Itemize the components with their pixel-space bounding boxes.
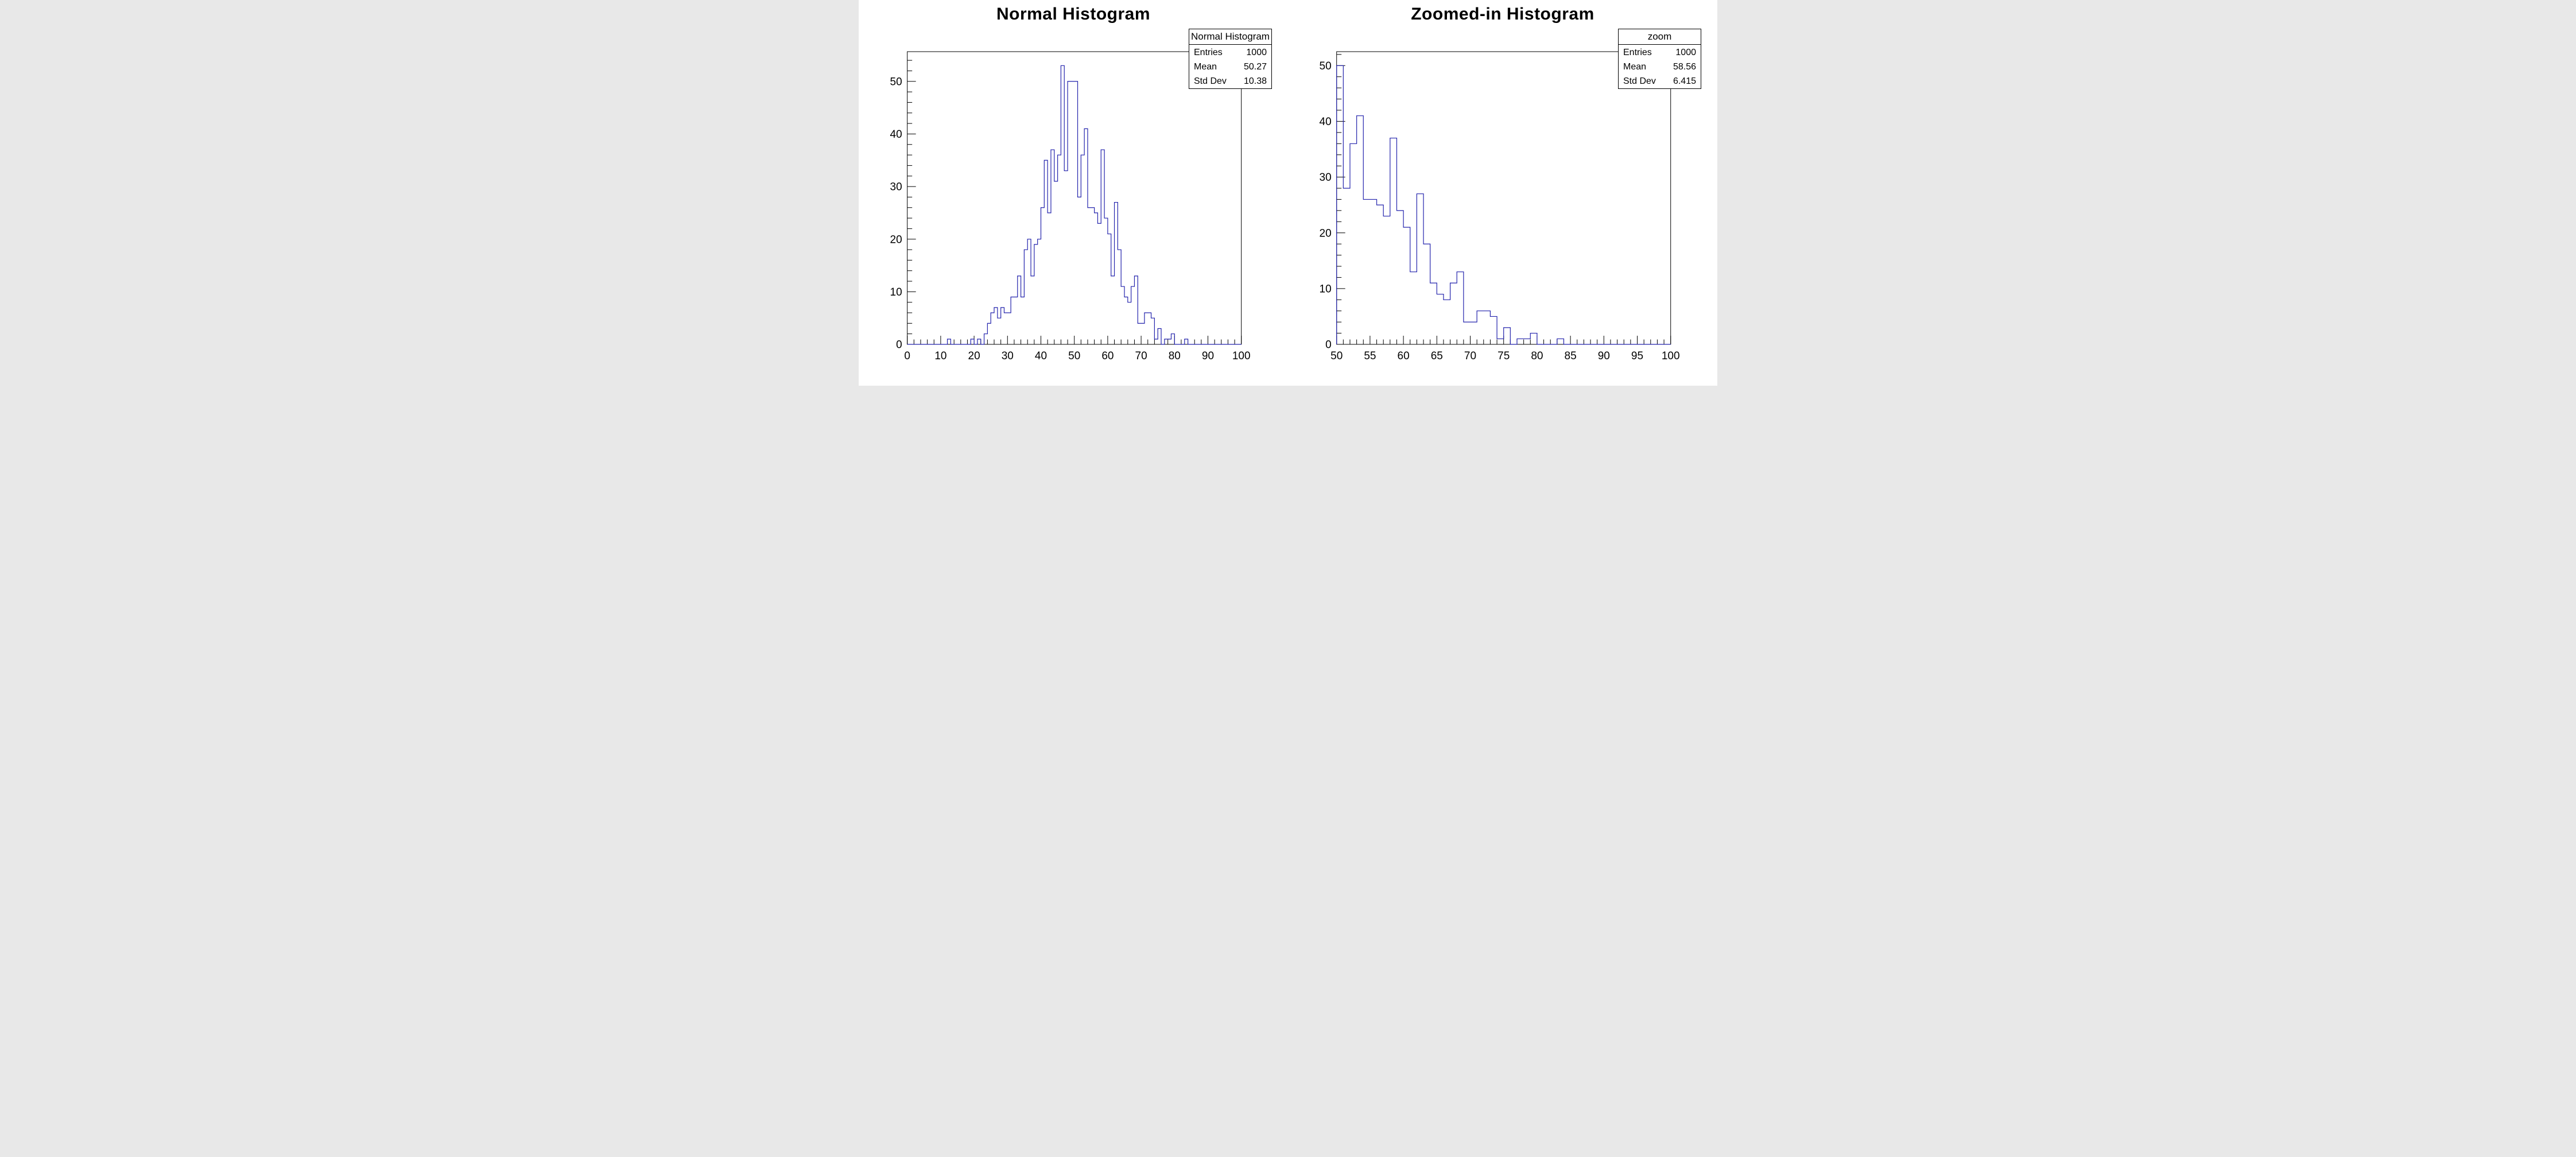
pad-normal-histogram: Normal Histogram 0 10 20 30 40 50 60 70 80 90 100 0… bbox=[859, 0, 1288, 386]
chart-title-zoomed: Zoomed-in Histogram bbox=[1411, 5, 1595, 24]
y-tick-label: 10 bbox=[1320, 284, 1332, 296]
stats-label: Std Dev bbox=[1194, 76, 1227, 86]
x-tick-label: 90 bbox=[1202, 350, 1214, 362]
x-tick-label: 100 bbox=[1662, 350, 1680, 362]
x-tick-label: 10 bbox=[934, 350, 946, 362]
axis-tick-labels: 50 55 60 65 70 75 80 85 90 95 100 0 10 20 30 40 50 bbox=[1320, 60, 1680, 362]
y-tick-label: 30 bbox=[890, 181, 902, 193]
y-tick-label: 20 bbox=[1320, 227, 1332, 239]
stats-value: 1000 bbox=[1246, 47, 1267, 57]
x-tick-label: 0 bbox=[904, 350, 910, 362]
plot-frame bbox=[907, 51, 1242, 345]
stats-row-entries: Entries 1000 bbox=[1619, 46, 1701, 60]
x-tick-label: 55 bbox=[1364, 350, 1376, 362]
stats-label: Entries bbox=[1623, 47, 1652, 57]
x-tick-label: 70 bbox=[1135, 350, 1147, 362]
histogram-line bbox=[1336, 65, 1671, 345]
x-tick-label: 80 bbox=[1169, 350, 1181, 362]
plot-area-zoomed: 50 55 60 65 70 75 80 85 90 95 100 0 10 20 30 40 50 bbox=[1320, 51, 1680, 362]
y-tick-label: 40 bbox=[890, 129, 902, 141]
histogram-line bbox=[907, 65, 1242, 345]
stats-row-entries: Entries 1000 bbox=[1189, 46, 1271, 60]
stats-box-normal: Normal Histogram Entries 1000 Mean 50.27… bbox=[1189, 29, 1272, 89]
stats-value: 1000 bbox=[1675, 47, 1696, 57]
x-tick-label: 95 bbox=[1631, 350, 1643, 362]
stats-box-title: Normal Histogram bbox=[1189, 29, 1271, 45]
chart-title-normal: Normal Histogram bbox=[996, 5, 1151, 24]
x-tick-label: 50 bbox=[1068, 350, 1080, 362]
stats-value: 6.415 bbox=[1673, 76, 1696, 86]
y-tick-label: 10 bbox=[890, 286, 902, 298]
x-tick-label: 60 bbox=[1101, 350, 1114, 362]
stats-label: Std Dev bbox=[1623, 76, 1656, 86]
plot-frame bbox=[1336, 51, 1671, 345]
stats-box-zoom: zoom Entries 1000 Mean 58.56 Std Dev 6.4… bbox=[1618, 29, 1701, 89]
stats-label: Mean bbox=[1623, 61, 1647, 72]
x-tick-label: 100 bbox=[1232, 350, 1251, 362]
y-tick-label: 20 bbox=[890, 234, 902, 246]
x-tick-label: 90 bbox=[1598, 350, 1610, 362]
x-tick-label: 20 bbox=[968, 350, 980, 362]
stats-value: 10.38 bbox=[1243, 76, 1267, 86]
y-tick-label: 50 bbox=[1320, 60, 1332, 72]
x-tick-label: 50 bbox=[1330, 350, 1343, 362]
stats-row-stddev: Std Dev 6.415 bbox=[1619, 75, 1701, 88]
stats-row-mean: Mean 50.27 bbox=[1189, 60, 1271, 74]
y-tick-label: 30 bbox=[1320, 172, 1332, 184]
stats-value: 58.56 bbox=[1673, 61, 1696, 72]
y-tick-label: 0 bbox=[1325, 339, 1332, 351]
axis-ticks bbox=[1336, 54, 1671, 345]
plot-area-normal: 0 10 20 30 40 50 60 70 80 90 100 0 10 20 30 40 50 bbox=[890, 51, 1251, 362]
x-tick-label: 60 bbox=[1398, 350, 1410, 362]
x-tick-label: 40 bbox=[1035, 350, 1047, 362]
stats-box-title: zoom bbox=[1619, 29, 1701, 45]
stats-box-rows: Entries 1000 Mean 58.56 Std Dev 6.415 bbox=[1619, 45, 1701, 88]
stats-row-mean: Mean 58.56 bbox=[1619, 60, 1701, 74]
x-tick-label: 85 bbox=[1565, 350, 1577, 362]
x-tick-label: 75 bbox=[1498, 350, 1510, 362]
x-tick-label: 65 bbox=[1431, 350, 1443, 362]
stats-value: 50.27 bbox=[1243, 61, 1267, 72]
root-canvas: Normal Histogram 0 10 20 30 40 50 60 70 80 90 100 0… bbox=[859, 0, 1717, 386]
stats-box-rows: Entries 1000 Mean 50.27 Std Dev 10.38 bbox=[1189, 45, 1271, 88]
axis-tick-labels: 0 10 20 30 40 50 60 70 80 90 100 0 10 20 30 40 50 bbox=[890, 76, 1251, 362]
axis-ticks bbox=[907, 60, 1242, 345]
stats-row-stddev: Std Dev 10.38 bbox=[1189, 75, 1271, 88]
stats-label: Entries bbox=[1194, 47, 1223, 57]
y-tick-label: 40 bbox=[1320, 116, 1332, 128]
y-tick-label: 0 bbox=[896, 339, 902, 351]
pad-zoomed-histogram: Zoomed-in Histogram 50 55 60 65 70 75 80 85 90 95… bbox=[1288, 0, 1717, 386]
x-tick-label: 80 bbox=[1531, 350, 1543, 362]
x-tick-label: 30 bbox=[1002, 350, 1014, 362]
x-tick-label: 70 bbox=[1464, 350, 1476, 362]
stats-label: Mean bbox=[1194, 61, 1217, 72]
y-tick-label: 50 bbox=[890, 76, 902, 88]
